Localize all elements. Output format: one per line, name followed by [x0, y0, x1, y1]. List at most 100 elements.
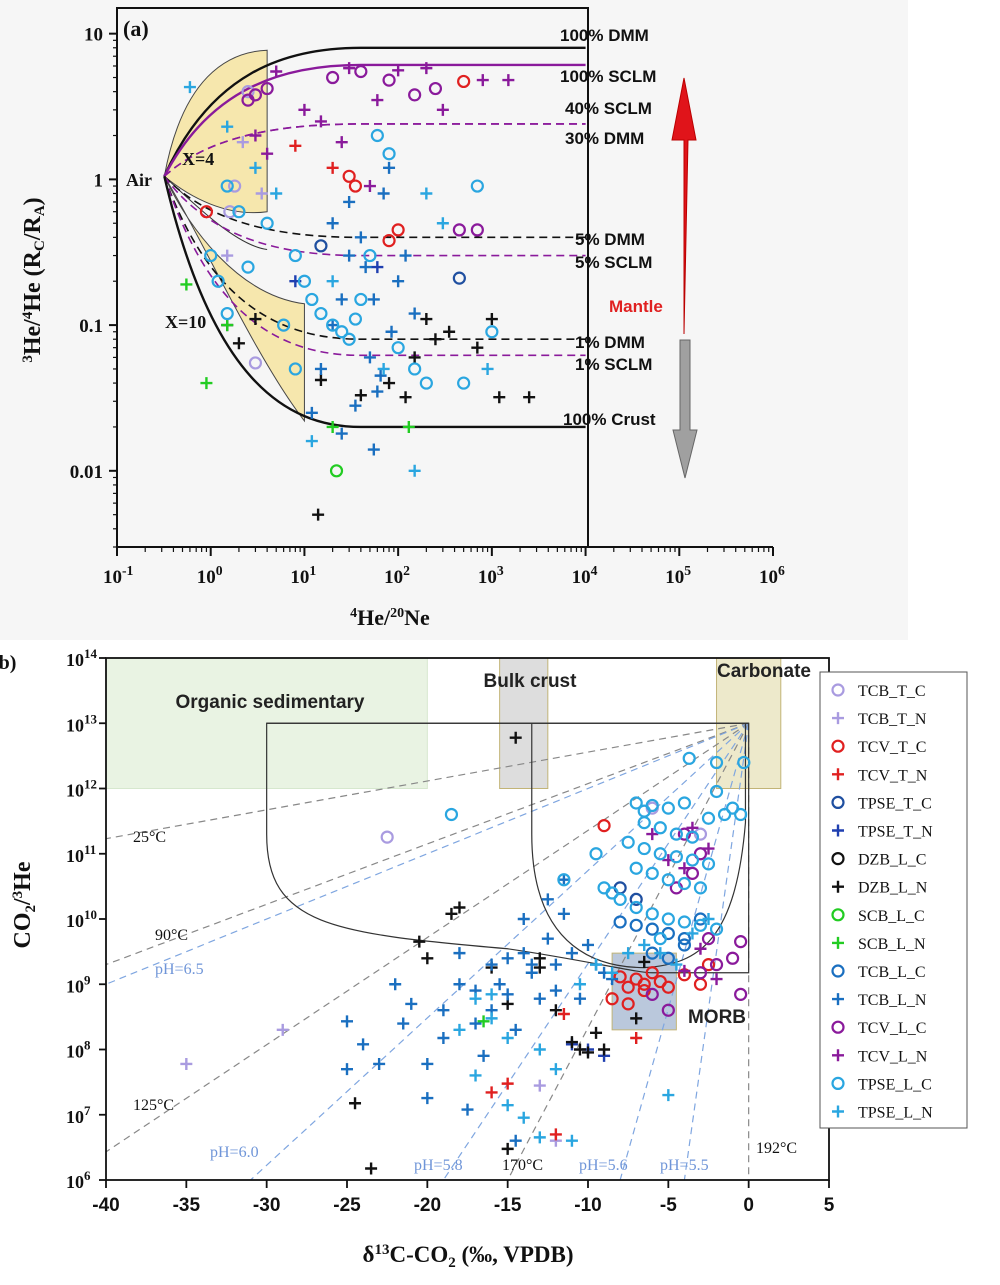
point-TPSE_L_C: [326, 318, 340, 332]
point-TCV_L_N: [371, 94, 384, 107]
y-tick-label-b: 1011: [66, 842, 96, 866]
point-TPSE_L_N: [485, 988, 498, 1001]
point-TPSE_L_C: [363, 248, 377, 263]
point-TCB_T_C: [241, 85, 255, 99]
point-TCB_L_N: [582, 938, 594, 951]
point-TPSE_L_C: [685, 853, 700, 867]
point-TCV_L_N: [646, 828, 659, 841]
series-b-TPSE_L_N: [453, 913, 715, 1147]
annotation-a: 1% DMM: [575, 333, 645, 352]
annotation-a: 100% DMM: [560, 26, 649, 45]
fan-line-3: [105, 722, 749, 1153]
point-TCB_T_N: [221, 249, 234, 262]
point-SCB_L_N: [326, 420, 339, 433]
series-a-TPSE_L_C: [204, 128, 499, 390]
point-TPSE_L_C: [693, 918, 708, 932]
annotation-a: 100% SCLM: [560, 67, 656, 86]
annotation-a: 100% Crust: [563, 410, 656, 429]
point-TCV_L_N: [694, 942, 707, 955]
point-TCV_T_C: [457, 74, 471, 89]
point-TCV_T_C: [621, 997, 635, 1011]
point-DZB_L_N: [638, 955, 651, 968]
series-b-DZB_L_N: [349, 731, 651, 1175]
point-TCV_L_N: [436, 103, 449, 116]
point-TCB_L_N: [371, 385, 384, 398]
point-DZB_L_N: [354, 389, 367, 402]
point-TCB_T_C: [223, 205, 237, 219]
point-TCV_L_C: [734, 987, 748, 1001]
point-TPSE_L_C: [335, 325, 349, 339]
point-TPSE_L_N: [183, 81, 196, 94]
point-TCV_T_N: [549, 1128, 562, 1141]
point-TCV_T_C: [701, 958, 716, 972]
legend-label: TCV_T_C: [858, 739, 926, 756]
point-TPSE_L_C: [653, 932, 667, 946]
point-TCB_T_N: [533, 1079, 546, 1092]
point-TCB_L_N: [341, 1063, 353, 1076]
y-axis-label-a: 3He/4He (RC/RA): [20, 197, 48, 362]
point-TPSE_L_C: [661, 873, 675, 887]
series-a-TCV_T_C: [199, 74, 471, 248]
point-TCV_T_N: [326, 161, 339, 174]
point-DZB_L_N: [349, 1097, 362, 1110]
point-TPSE_L_N: [622, 947, 635, 960]
point-TCV_L_N: [502, 74, 515, 87]
x-tick-label-b: -10: [574, 1195, 601, 1216]
point-TPSE_L_C: [613, 892, 627, 906]
region-label: Bulk crust: [484, 671, 578, 692]
x-tick-label-a: 103: [478, 563, 504, 588]
point-TPSE_T_C: [314, 239, 328, 253]
point-TPSE_L_N: [606, 966, 619, 979]
annotation-a: X=4: [182, 149, 214, 169]
annotation-a: Mantle: [609, 297, 663, 316]
point-TPSE_L_N: [533, 1043, 546, 1056]
point-TPSE_L_C: [621, 835, 635, 849]
legend: TCB_T_C TCB_T_N TCV_T_C TCV_T_N TPSE_T_C TPSE…: [819, 671, 968, 1129]
point-TCB_L_N: [549, 958, 562, 971]
ph-label: pH=5.6: [579, 1157, 628, 1174]
point-TPSE_L_C: [204, 248, 218, 263]
point-TPSE_T_C: [452, 271, 466, 285]
x-tick-label-b: -15: [494, 1195, 522, 1216]
point-TCV_L_N: [270, 65, 283, 78]
point-TPSE_L_C: [677, 915, 692, 929]
point-DZB_L_N: [485, 313, 498, 326]
point-TCB_L_N: [541, 893, 554, 906]
point-TCB_L_N: [314, 362, 327, 375]
point-TCB_L_N: [509, 1134, 522, 1147]
point-TCB_L_N: [501, 988, 514, 1001]
point-TCV_L_C: [382, 73, 396, 87]
point-DZB_L_N: [312, 508, 325, 521]
point-TPSE_L_C: [408, 362, 422, 376]
point-DZB_L_N: [413, 935, 426, 948]
point-TCV_L_C: [661, 1003, 675, 1017]
region-label: Carbonate: [717, 661, 811, 682]
x-tick-label-a: 104: [572, 563, 598, 588]
series-a-TCB_L_N: [305, 161, 421, 456]
point-TPSE_L_C: [709, 784, 724, 799]
point-TPSE_L_N: [549, 1063, 562, 1076]
point-TCV_T_C: [645, 966, 659, 980]
point-TPSE_L_C: [637, 804, 651, 818]
point-TCB_T_N: [236, 136, 249, 149]
series-a-SCB_L_N: [180, 278, 415, 433]
point-DZB_L_N: [590, 1026, 603, 1039]
point-TCB_L_C: [677, 932, 692, 946]
point-TPSE_L_C: [669, 850, 683, 864]
mixing-envelope-x4: [163, 49, 268, 214]
point-TPSE_T_C: [629, 892, 643, 906]
crust-arrow: [672, 339, 698, 479]
point-DZB_L_N: [471, 341, 484, 354]
panel-label-b: (b): [0, 652, 16, 674]
point-TPSE_L_C: [342, 332, 356, 346]
point-TPSE_L_N: [702, 913, 715, 925]
point-TPSE_L_C: [288, 362, 302, 376]
point-TPSE_L_C: [382, 147, 396, 161]
point-TPSE_L_N: [469, 992, 482, 1005]
ph-label: pH=6.5: [155, 961, 204, 978]
point-TPSE_L_N: [408, 464, 421, 477]
series-a-TCV_L_C: [241, 64, 484, 237]
point-DZB_L_N: [365, 1162, 378, 1175]
mantle-arrow: [671, 77, 697, 335]
point-TCB_L_C: [645, 922, 659, 936]
